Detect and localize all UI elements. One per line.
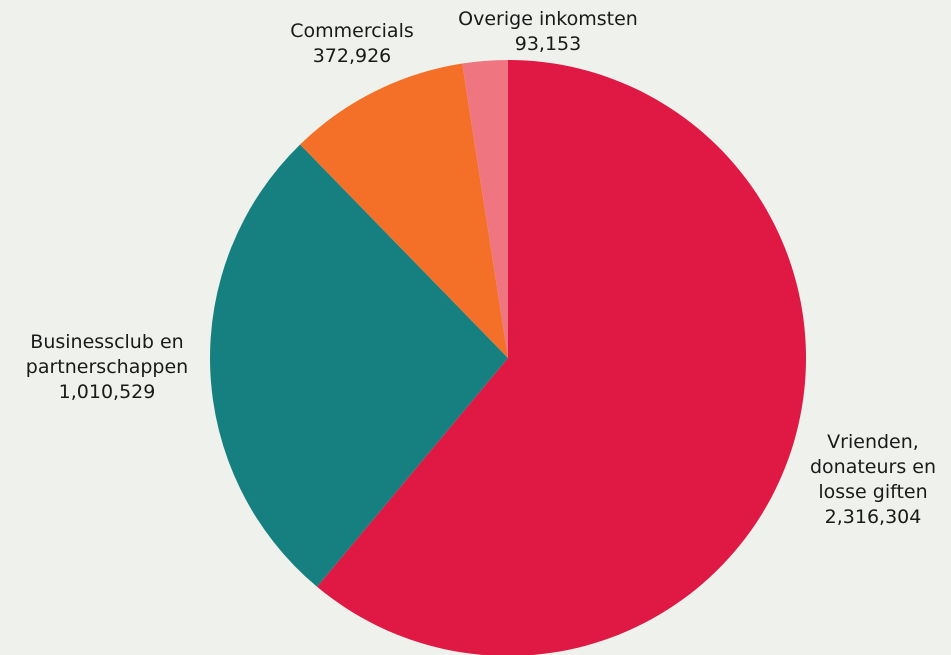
pie-slice-vrienden-donateurs-en-losse-giften bbox=[317, 60, 806, 655]
slice-label-commercials: Commercials 372,926 bbox=[290, 20, 414, 67]
slice-labels: Vrienden, donateurs en losse giften 2,316,3… bbox=[26, 8, 936, 528]
slice-label-vrienden-donateurs-en-losse-giften: Vrienden, donateurs en losse giften 2,316,3… bbox=[810, 431, 936, 528]
slice-value-label: 1,010,529 bbox=[59, 381, 156, 403]
pie-slice-businessclub-en-partnerschappen bbox=[210, 144, 508, 587]
slice-value-label: 2,316,304 bbox=[825, 506, 922, 528]
pie-slice-commercials bbox=[300, 63, 508, 358]
slice-label-overige-inkomsten: Overige inkomsten 93,153 bbox=[458, 8, 638, 55]
slice-name-label: partnerschappen bbox=[26, 356, 188, 378]
slice-name-label: Commercials bbox=[290, 20, 414, 42]
slice-name-label: Businessclub en bbox=[30, 331, 183, 353]
slice-value-label: 372,926 bbox=[313, 45, 392, 67]
pie-slices bbox=[210, 60, 806, 655]
pie-slice-overige-inkomsten bbox=[462, 60, 508, 358]
slice-name-label: losse giften bbox=[818, 481, 927, 503]
slice-name-label: donateurs en bbox=[810, 456, 936, 478]
slice-label-businessclub-en-partnerschappen: Businessclub en partnerschappen 1,010,529 bbox=[26, 331, 188, 403]
slice-value-label: 93,153 bbox=[515, 33, 581, 55]
slice-name-label: Overige inkomsten bbox=[458, 8, 638, 30]
slice-name-label: Vrienden, bbox=[827, 431, 919, 453]
